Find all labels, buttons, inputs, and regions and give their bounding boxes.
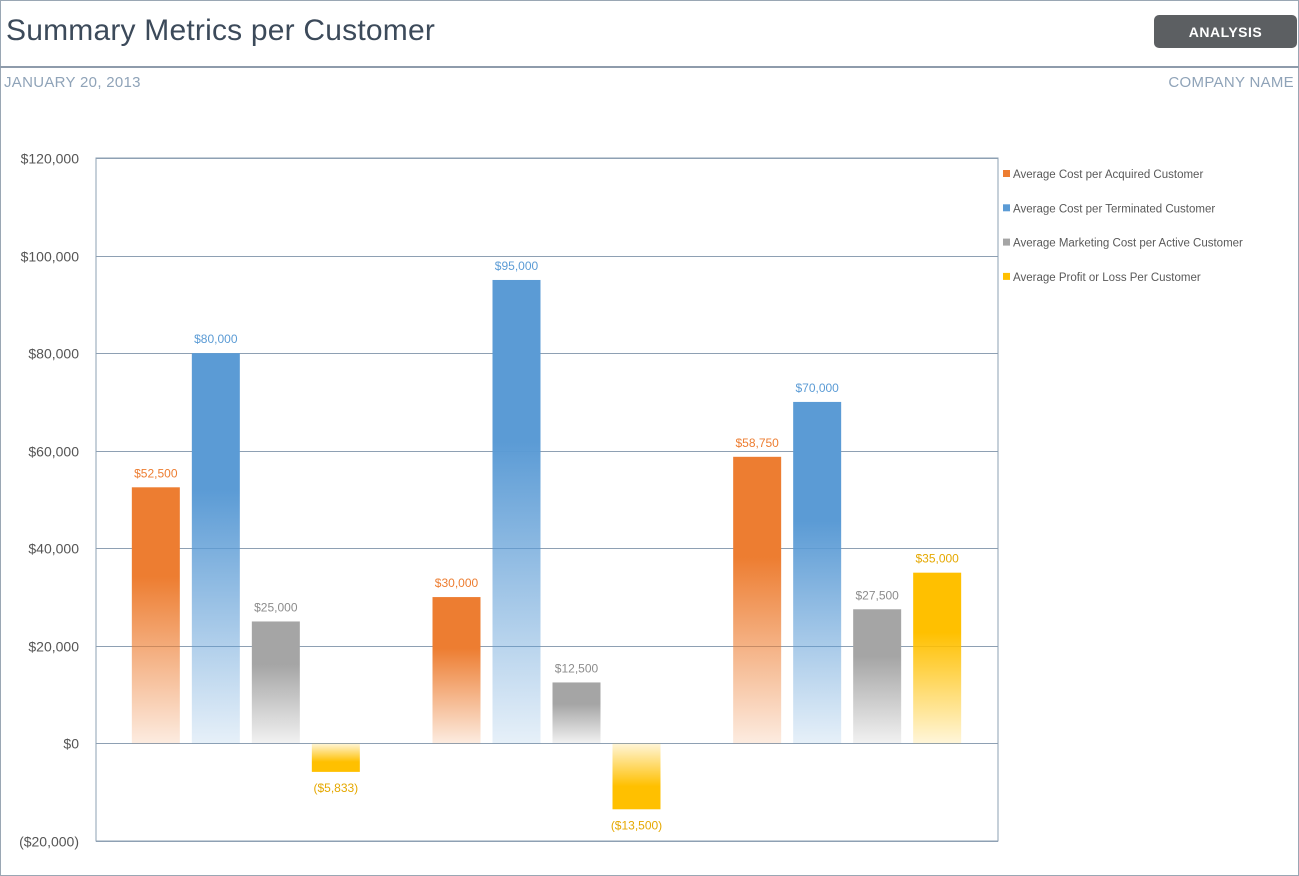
company-name: COMPANY NAME <box>1168 74 1294 91</box>
data-label: ($13,500) <box>611 818 662 832</box>
bars <box>131 279 962 810</box>
bar <box>191 353 240 744</box>
data-label: $25,000 <box>254 600 298 614</box>
data-label: ($5,833) <box>313 781 358 795</box>
bar <box>612 743 661 810</box>
data-label: $95,000 <box>495 259 539 273</box>
legend-label: Average Profit or Loss Per Customer <box>1013 272 1201 284</box>
bar <box>853 609 902 744</box>
data-label: $35,000 <box>915 552 959 566</box>
grid-lines <box>95 157 999 842</box>
y-tick-label: ($20,000) <box>19 834 79 850</box>
bar <box>492 279 541 744</box>
legend-swatch <box>1003 170 1010 177</box>
bar <box>432 597 481 744</box>
y-tick-label: $0 <box>63 736 79 752</box>
y-tick-label: $20,000 <box>28 639 79 655</box>
bar <box>251 621 300 744</box>
y-tick-label: $120,000 <box>21 151 80 167</box>
bar <box>311 743 360 772</box>
analysis-button[interactable]: ANALYSIS <box>1154 15 1297 48</box>
legend-swatch <box>1003 272 1010 280</box>
bar <box>793 401 842 744</box>
header-divider <box>0 66 1299 68</box>
data-label: $27,500 <box>855 588 899 602</box>
y-tick-label: $60,000 <box>28 444 79 460</box>
y-tick-label: $40,000 <box>28 541 79 557</box>
report-date: JANUARY 20, 2013 <box>4 74 141 91</box>
bar <box>913 572 962 744</box>
data-label: $30,000 <box>435 576 479 590</box>
y-axis: $120,000 $100,000 $80,000 $60,000 $40,000 $20… <box>19 151 79 850</box>
bar <box>552 682 601 744</box>
legend: Average Cost per Acquired Customer Averag… <box>1003 169 1243 284</box>
data-labels: $52,500 $80,000 $25,000 ($5,833) $30,000 $95,… <box>134 259 959 832</box>
data-label: $80,000 <box>194 332 238 346</box>
legend-label: Average Cost per Terminated Customer <box>1013 203 1215 215</box>
legend-swatch <box>1003 238 1010 246</box>
legend-swatch <box>1003 204 1010 212</box>
data-label: $52,500 <box>134 466 178 480</box>
legend-label: Average Marketing Cost per Active Custom… <box>1013 238 1243 250</box>
bar <box>131 487 180 744</box>
legend-label: Average Cost per Acquired Customer <box>1013 169 1203 181</box>
data-label: $12,500 <box>555 661 599 675</box>
data-label: $58,750 <box>735 436 779 450</box>
page-title: Summary Metrics per Customer <box>6 14 436 47</box>
bar <box>733 456 782 744</box>
y-tick-label: $80,000 <box>28 346 79 362</box>
data-label: $70,000 <box>795 381 839 395</box>
y-tick-label: $100,000 <box>21 249 80 265</box>
